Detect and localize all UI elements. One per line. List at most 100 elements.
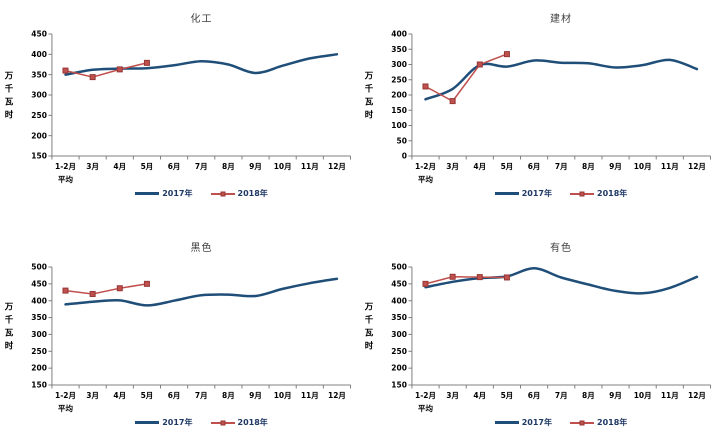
legend-item-2017: 2017年 [135,188,193,199]
x-tick-label: 7月 [554,162,567,171]
legend-2017-label: 2017年 [162,418,193,427]
x-tick-label: 12月 [328,391,346,400]
x-tick-label: 6月 [168,162,181,171]
x-tick-label: 11月 [301,162,319,171]
y-tick-label: 150 [391,381,407,390]
y-tick-label: 200 [391,91,407,100]
x-tick-label: 5月 [500,162,513,171]
chart-plot-area: 500 450 400 350 300 250 200 150 1-2月 3月 4月 5月 6月 7月 8月… [4,263,352,413]
x-tick-label: 12月 [328,162,346,171]
legend-2017-label: 2017年 [162,189,193,198]
series-2018-marker [143,280,150,287]
y-tick-label: 300 [391,330,407,339]
legend-2018-label: 2018年 [237,189,268,198]
legend-2018-label: 2018年 [597,189,628,198]
svg-text:时: 时 [364,340,373,351]
line-swatch-2018-icon [210,191,235,196]
svg-text:时: 时 [5,109,14,120]
y-tick-label: 350 [391,45,407,54]
chart-plot-area: 500 450 400 350 300 250 200 150 1-2月 3月 4月 5月 6月 7月 8月… [363,263,711,413]
line-swatch-2017-icon [494,421,519,424]
x-tick-label: 4月 [113,391,126,400]
legend-item-2017: 2017年 [135,417,193,428]
x-tick-label: 10月 [274,162,292,171]
chart-jiancai: 400 350 300 250 200 150 100 50 0 1-2月 3月 4月 5月 6月 7月 8月… [360,0,719,222]
y-tick-label: 100 [391,121,407,130]
chart-legend: 2017年 2018年 [412,188,711,199]
series-2018-marker [503,274,510,281]
y-tick-label: 350 [31,313,47,322]
x-tick-label-line2: 平均 [418,403,433,413]
y-tick-label: 500 [31,263,47,272]
chart-title: 有色 [550,243,572,254]
line-swatch-2018-icon [570,191,594,196]
y-tick-label: 400 [31,296,47,305]
svg-text:千: 千 [5,314,14,325]
svg-text:万: 万 [4,302,14,312]
series-2018-marker [62,287,69,294]
x-tick-label: 6月 [527,162,540,171]
line-swatch-2018-icon [210,420,235,425]
series-2018-marker [116,66,123,73]
x-tick-label: 10月 [274,391,292,400]
x-tick-label: 5月 [500,391,513,400]
x-tick-label: 12月 [687,162,705,171]
x-tick-label: 7月 [554,391,567,400]
x-tick-label: 6月 [527,391,540,400]
legend-item-2018: 2018年 [570,417,627,428]
x-tick-label: 3月 [86,162,99,171]
series-2018-marker [422,83,428,90]
x-tick-label: 10月 [633,391,651,400]
axes [48,266,352,389]
svg-text:瓦: 瓦 [5,97,14,107]
line-swatch-2017-icon [135,192,160,195]
series-2018-marker [503,51,510,58]
x-tick-label: 5月 [141,391,154,400]
legend-item-2017: 2017年 [494,188,552,199]
x-tick-label: 4月 [113,162,126,171]
x-tick-label: 8月 [222,162,235,171]
svg-text:万: 万 [363,71,373,81]
x-tick-label: 8月 [582,391,595,400]
series-2018-line [422,51,510,105]
y-tick-label: 300 [31,91,47,100]
chart-plot-area: 400 350 300 250 200 150 100 50 0 1-2月 3月 4月 5月 6月 7月 8月… [363,30,711,184]
y-tick-label: 500 [391,263,407,272]
chart-legend: 2017年 2018年 [52,188,351,199]
y-tick-label: 300 [391,60,407,69]
series-2018-marker [89,74,96,81]
x-tick-label-line2: 平均 [418,174,433,184]
x-tick-label: 7月 [195,391,208,400]
y-tick-label: 200 [31,364,47,373]
svg-text:时: 时 [5,340,14,351]
series-2018-marker [476,61,483,68]
x-tick-label: 10月 [633,162,651,171]
x-tick-label: 4月 [473,162,486,171]
y-axis-tick-labels: 450 400 350 300 250 200 150 [31,30,47,161]
svg-text:千: 千 [364,83,373,94]
svg-text:万: 万 [4,71,14,81]
series-2018-line [62,59,150,81]
legend-2017-label: 2017年 [521,418,552,427]
chart-title: 黑色 [190,243,213,254]
x-tick-label: 9月 [249,162,262,171]
y-tick-label: 450 [31,30,47,39]
series-2018-marker [449,273,456,280]
y-tick-label: 300 [31,330,47,339]
y-tick-label: 250 [391,347,407,356]
chart-title: 建材 [550,14,572,25]
x-tick-label: 1-2月 [414,162,435,171]
x-tick-label: 11月 [301,391,319,400]
axes [407,266,711,389]
y-tick-label: 400 [31,50,47,59]
chart-youse: 500 450 400 350 300 250 200 150 1-2月 3月 4月 5月 6月 7月 8月… [360,222,719,444]
legend-2018-label: 2018年 [237,418,268,427]
x-tick-label-line2: 平均 [58,403,73,413]
